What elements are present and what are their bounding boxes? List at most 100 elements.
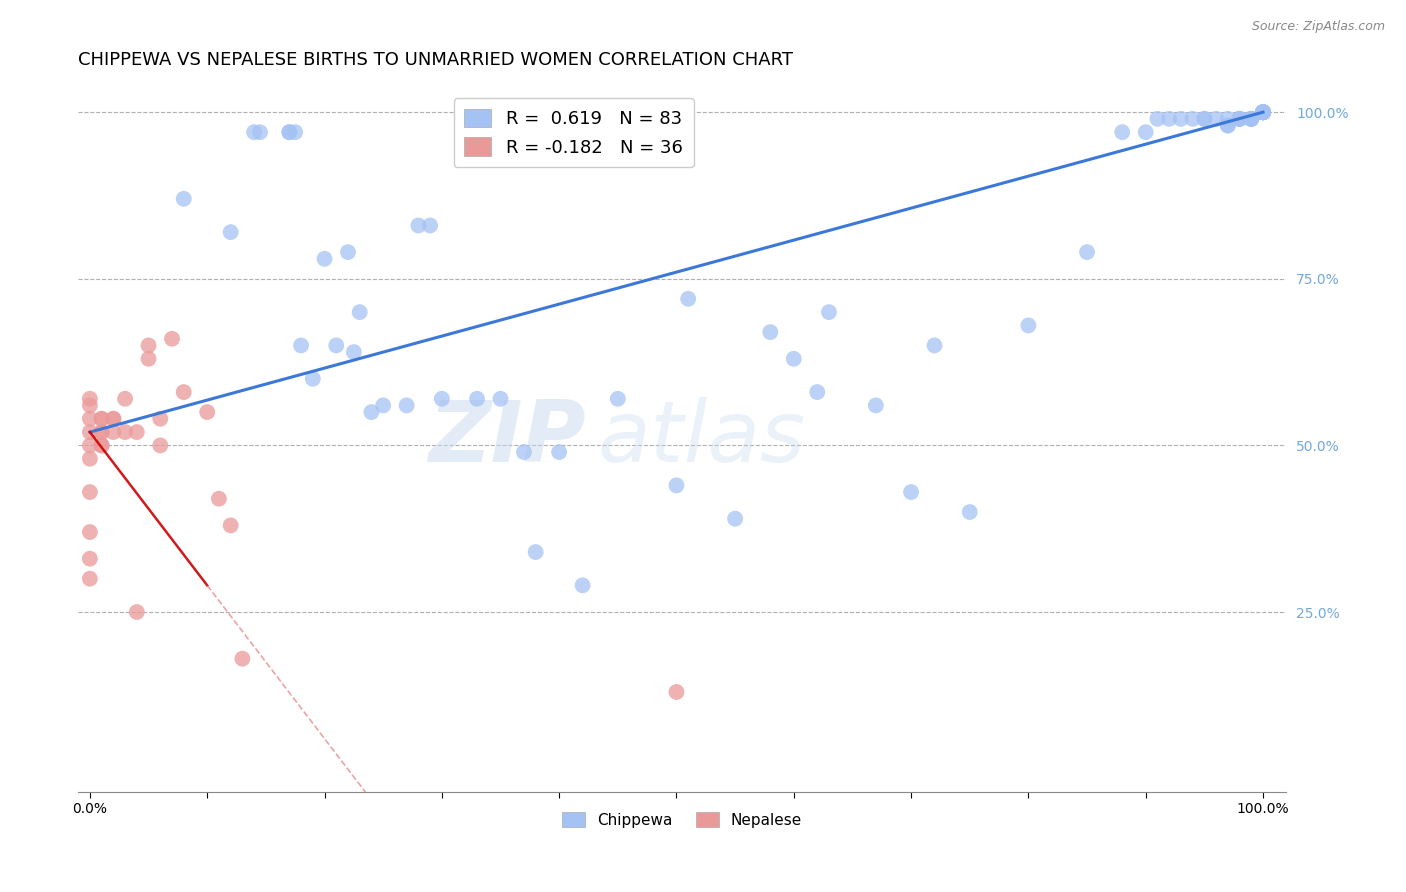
Point	[1251, 105, 1274, 120]
Point	[79, 485, 101, 500]
Point	[114, 425, 136, 439]
Point	[1251, 105, 1274, 120]
Point	[724, 512, 747, 526]
Point	[1240, 112, 1263, 126]
Point	[138, 351, 160, 366]
Point	[343, 345, 366, 359]
Text: Source: ZipAtlas.com: Source: ZipAtlas.com	[1251, 20, 1385, 33]
Point	[79, 572, 101, 586]
Point	[806, 385, 828, 400]
Point	[1076, 245, 1098, 260]
Point	[1251, 105, 1274, 120]
Point	[125, 425, 148, 439]
Point	[1251, 105, 1274, 120]
Point	[1240, 112, 1263, 126]
Point	[408, 219, 430, 233]
Point	[90, 438, 112, 452]
Point	[1251, 105, 1274, 120]
Point	[325, 338, 347, 352]
Point	[231, 651, 253, 665]
Point	[103, 425, 125, 439]
Point	[373, 398, 395, 412]
Point	[249, 125, 271, 139]
Point	[1251, 105, 1274, 120]
Point	[290, 338, 312, 352]
Point	[606, 392, 628, 406]
Point	[79, 398, 101, 412]
Point	[360, 405, 382, 419]
Text: CHIPPEWA VS NEPALESE BIRTHS TO UNMARRIED WOMEN CORRELATION CHART: CHIPPEWA VS NEPALESE BIRTHS TO UNMARRIED…	[79, 51, 793, 69]
Point	[1251, 105, 1274, 120]
Point	[1181, 112, 1204, 126]
Point	[1017, 318, 1039, 333]
Point	[900, 485, 922, 500]
Point	[1146, 112, 1168, 126]
Point	[79, 524, 101, 539]
Point	[430, 392, 453, 406]
Point	[349, 305, 371, 319]
Point	[149, 438, 172, 452]
Point	[138, 338, 160, 352]
Point	[1251, 105, 1274, 120]
Point	[1229, 112, 1251, 126]
Point	[90, 425, 112, 439]
Point	[79, 451, 101, 466]
Point	[513, 445, 536, 459]
Point	[924, 338, 946, 352]
Point	[865, 398, 887, 412]
Legend: Chippewa, Nepalese: Chippewa, Nepalese	[557, 805, 808, 834]
Point	[1251, 105, 1274, 120]
Point	[278, 125, 301, 139]
Point	[173, 192, 195, 206]
Point	[1229, 112, 1251, 126]
Text: atlas: atlas	[598, 397, 806, 480]
Point	[79, 438, 101, 452]
Point	[125, 605, 148, 619]
Point	[1251, 105, 1274, 120]
Point	[1194, 112, 1216, 126]
Point	[665, 478, 688, 492]
Point	[818, 305, 841, 319]
Point	[524, 545, 547, 559]
Point	[219, 225, 242, 239]
Point	[783, 351, 806, 366]
Point	[284, 125, 307, 139]
Point	[1159, 112, 1181, 126]
Point	[1229, 112, 1251, 126]
Point	[79, 425, 101, 439]
Point	[1216, 119, 1239, 133]
Point	[571, 578, 593, 592]
Point	[1251, 105, 1274, 120]
Point	[1135, 125, 1157, 139]
Point	[301, 372, 323, 386]
Point	[79, 551, 101, 566]
Point	[1170, 112, 1192, 126]
Point	[419, 219, 441, 233]
Point	[1251, 105, 1274, 120]
Text: ZIP: ZIP	[427, 397, 586, 480]
Point	[278, 125, 301, 139]
Point	[1251, 105, 1274, 120]
Point	[149, 411, 172, 425]
Point	[114, 392, 136, 406]
Point	[1251, 105, 1274, 120]
Point	[90, 438, 112, 452]
Point	[1240, 112, 1263, 126]
Point	[314, 252, 336, 266]
Point	[465, 392, 488, 406]
Point	[759, 325, 782, 339]
Point	[1194, 112, 1216, 126]
Point	[489, 392, 512, 406]
Point	[336, 245, 359, 260]
Point	[90, 425, 112, 439]
Point	[1251, 105, 1274, 120]
Point	[90, 411, 112, 425]
Point	[1111, 125, 1133, 139]
Point	[548, 445, 571, 459]
Point	[103, 411, 125, 425]
Point	[90, 411, 112, 425]
Point	[79, 411, 101, 425]
Point	[1251, 105, 1274, 120]
Point	[1205, 112, 1227, 126]
Point	[195, 405, 218, 419]
